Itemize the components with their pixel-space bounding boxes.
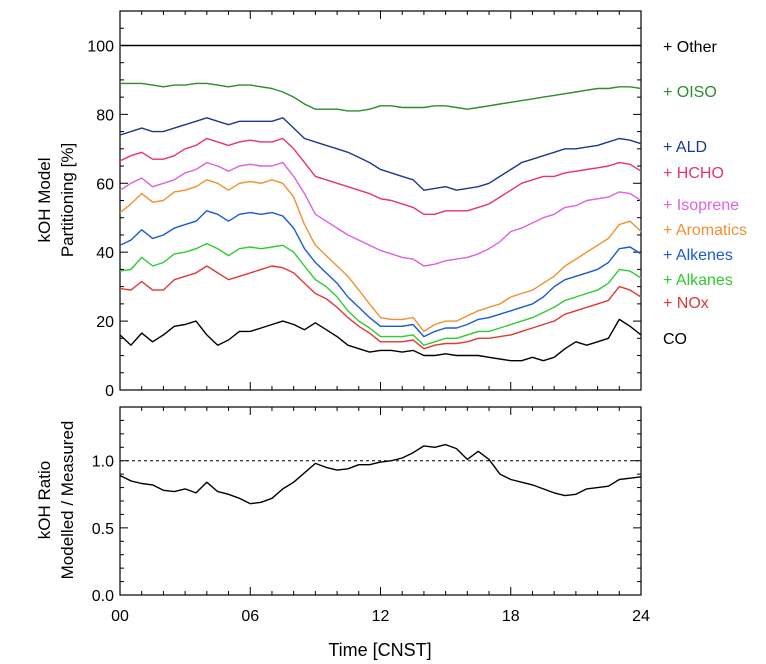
ratio-ytick-label: 0.0 (92, 588, 114, 605)
ratio-panel: 0.0 0.5 1.0 00 06 12 18 24 kOH Ratio Modelled /… (35, 406, 650, 660)
partitioning-ytick-label: 100 (87, 38, 114, 55)
partitioning-ytick-label: 40 (96, 245, 114, 262)
partitioning-ylabel-line1: kOH Model (35, 157, 54, 242)
partitioning-ytick-label: 20 (96, 314, 114, 331)
partitioning-ytick-label: 0 (105, 383, 114, 400)
legend-label: + Isoprene (663, 197, 739, 214)
x-tick-label: 24 (632, 608, 650, 625)
partitioning-ytick-label: 80 (96, 107, 114, 124)
legend-label: + Aromatics (663, 222, 747, 239)
x-tick-label: 18 (502, 608, 520, 625)
series-line (119, 161, 642, 267)
series-line (119, 137, 642, 216)
partitioning-panel: 0 20 40 60 80 100 + Other + OISO + ALD + HCHO + I… (35, 10, 747, 400)
legend-label: + Alkenes (663, 247, 733, 264)
ratio-ylabel-line2: Modelled / Measured (58, 421, 77, 580)
series-line (119, 210, 642, 338)
x-axis-label: Time [CNST] (328, 640, 431, 660)
series-line (119, 117, 642, 191)
series-line (119, 265, 642, 350)
x-tick-label: 12 (372, 608, 390, 625)
ratio-series (119, 443, 642, 505)
ratio-ticks: 0.0 0.5 1.0 00 06 12 18 24 (92, 407, 650, 625)
legend-label: + Other (663, 39, 717, 56)
series-line (120, 82, 642, 112)
partitioning-legend: + Other + OISO + ALD + HCHO + Isoprene + Arom… (663, 39, 747, 348)
x-tick-label: 06 (241, 608, 259, 625)
series-line (119, 318, 642, 362)
legend-label: + HCHO (663, 165, 724, 182)
legend-label: CO (663, 331, 687, 348)
ratio-ytick-label: 1.0 (92, 454, 114, 471)
ratio-ylabel-line1: kOH Ratio (35, 461, 54, 539)
partitioning-plot-frame (119, 10, 642, 391)
x-tick-label: 00 (111, 608, 129, 625)
ratio-series-line (119, 443, 642, 505)
partitioning-series (119, 44, 642, 362)
legend-label: + OISO (663, 84, 717, 101)
partitioning-ylabel-line2: Partitioning [%] (58, 143, 77, 257)
legend-label: + ALD (663, 139, 707, 156)
legend-label: + NOx (663, 295, 709, 312)
series-line (119, 179, 642, 333)
series-line (119, 242, 642, 346)
ratio-plot-frame (119, 406, 642, 596)
partitioning-ytick-label: 60 (96, 176, 114, 193)
ratio-ytick-label: 0.5 (92, 521, 114, 538)
partitioning-ticks: 0 20 40 60 80 100 (87, 10, 642, 400)
legend-label: + Alkanes (663, 272, 733, 289)
